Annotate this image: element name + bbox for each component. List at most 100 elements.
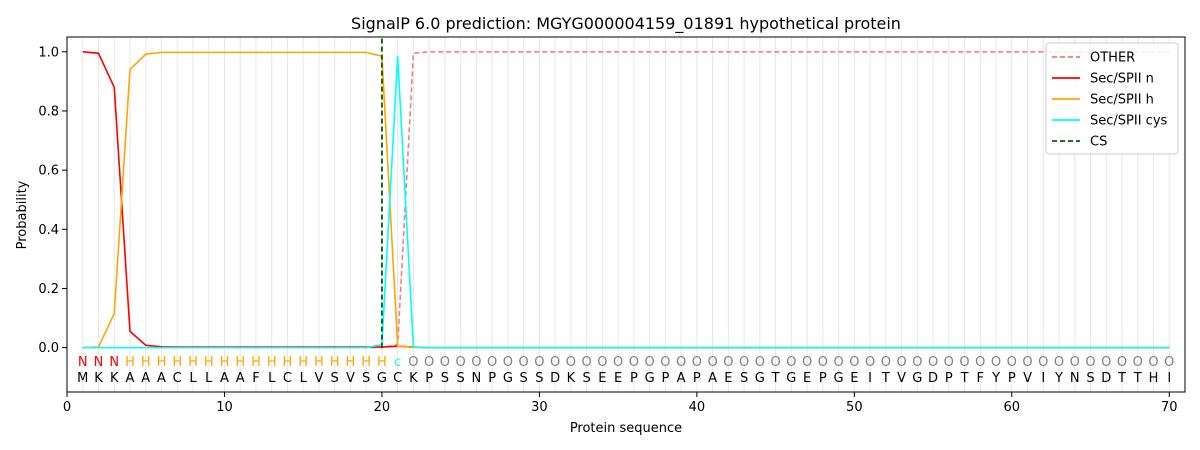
residue-label: O — [770, 355, 780, 370]
residue-letter: K — [409, 371, 418, 386]
residue-label: H — [157, 355, 167, 370]
residue-label: H — [314, 355, 324, 370]
residue-letter: T — [1133, 371, 1142, 386]
residue-label: H — [298, 355, 308, 370]
residue-letter: A — [708, 371, 717, 386]
residue-label: O — [865, 355, 875, 370]
sequence-annotations: MNKNKNAHAHAHCHLHLHAHAHFHLHCHLHVHSHVHSHGH… — [77, 355, 1174, 386]
residue-letter: L — [189, 371, 197, 386]
residue-label: O — [676, 355, 686, 370]
residue-letter: D — [550, 371, 560, 386]
residue-label: H — [330, 355, 340, 370]
residue-letter: A — [126, 371, 135, 386]
residue-letter: G — [912, 371, 922, 386]
residue-label: O — [692, 355, 702, 370]
residue-label: O — [424, 355, 434, 370]
residue-label: O — [1148, 355, 1158, 370]
residue-label: H — [204, 355, 214, 370]
residue-label: O — [645, 355, 655, 370]
residue-letter: V — [346, 371, 355, 386]
residue-letter: T — [960, 371, 969, 386]
residue-letter: A — [157, 371, 166, 386]
residue-letter: A — [677, 371, 686, 386]
x-tick-label: 10 — [216, 400, 233, 415]
residue-label: H — [361, 355, 371, 370]
residue-letter: P — [661, 371, 669, 386]
residue-letter: E — [614, 371, 622, 386]
residue-label: O — [582, 355, 592, 370]
residue-label: O — [739, 355, 749, 370]
residue-label: O — [1022, 355, 1032, 370]
residue-letter: S — [740, 371, 748, 386]
residue-letter: N — [1070, 371, 1080, 386]
residue-label: O — [597, 355, 607, 370]
residue-label: O — [959, 355, 969, 370]
residue-label: O — [849, 355, 859, 370]
x-tick-label: 50 — [846, 400, 863, 415]
y-tick-label: 0.4 — [38, 223, 59, 238]
residue-letter: V — [1023, 371, 1032, 386]
residue-label: H — [235, 355, 245, 370]
residue-label: O — [881, 355, 891, 370]
y-axis-title: Probability — [15, 180, 30, 249]
residue-letter: N — [472, 371, 482, 386]
x-axis-title: Protein sequence — [570, 421, 682, 436]
residue-letter: P — [945, 371, 953, 386]
residue-label: O — [1117, 355, 1127, 370]
residue-letter: E — [724, 371, 732, 386]
residue-label: O — [912, 355, 922, 370]
legend-label: Sec/SPII h — [1090, 93, 1154, 108]
legend-box — [1045, 42, 1179, 155]
y-tick-label: 0.6 — [38, 164, 59, 179]
residue-label: O — [440, 355, 450, 370]
residue-label: N — [109, 355, 119, 370]
residue-letter: A — [141, 371, 150, 386]
residue-letter: M — [77, 371, 88, 386]
residue-letter: Y — [1054, 371, 1063, 386]
residue-letter: I — [1167, 371, 1171, 386]
residue-letter: C — [173, 371, 182, 386]
residue-letter: A — [220, 371, 229, 386]
residue-label: O — [896, 355, 906, 370]
residue-letter: C — [393, 371, 402, 386]
residue-label: H — [377, 355, 387, 370]
residue-letter: K — [567, 371, 576, 386]
residue-letter: P — [819, 371, 827, 386]
residue-letter: G — [834, 371, 844, 386]
residue-letter: G — [786, 371, 796, 386]
residue-label: O — [786, 355, 796, 370]
residue-label: O — [566, 355, 576, 370]
residue-letter: E — [850, 371, 858, 386]
x-tick-label: 20 — [374, 400, 391, 415]
axes: 0 10 20 30 40 50 60 70 0.0 0.2 0.4 0.6 0.8 1.0 — [38, 45, 1177, 415]
residue-label: O — [1038, 355, 1048, 370]
residue-letter: T — [771, 371, 780, 386]
residue-letter: G — [645, 371, 655, 386]
y-tick-label: 0.2 — [38, 282, 59, 297]
residue-letter: P — [693, 371, 701, 386]
residue-letter: P — [1008, 371, 1016, 386]
y-tick-label: 0.0 — [38, 341, 59, 356]
residue-label: H — [267, 355, 277, 370]
chart-title: SignalP 6.0 prediction: MGYG000004159_01… — [351, 14, 901, 34]
residue-label: O — [550, 355, 560, 370]
residue-letter: V — [314, 371, 323, 386]
residue-label: O — [991, 355, 1001, 370]
residue-label: O — [487, 355, 497, 370]
residue-label: O — [707, 355, 717, 370]
residue-letter: P — [488, 371, 496, 386]
residue-label: H — [283, 355, 293, 370]
x-tick-label: 40 — [689, 400, 706, 415]
residue-label: H — [346, 355, 356, 370]
residue-letter: L — [300, 371, 308, 386]
residue-letter: L — [205, 371, 213, 386]
residue-letter: F — [977, 371, 984, 386]
legend-label: CS — [1090, 135, 1107, 150]
residue-label: O — [519, 355, 529, 370]
residue-label: H — [125, 355, 135, 370]
x-tick-label: 0 — [63, 400, 71, 415]
residue-letter: V — [897, 371, 906, 386]
residue-letter: F — [252, 371, 259, 386]
residue-label: O — [456, 355, 466, 370]
residue-letter: Y — [991, 371, 1000, 386]
